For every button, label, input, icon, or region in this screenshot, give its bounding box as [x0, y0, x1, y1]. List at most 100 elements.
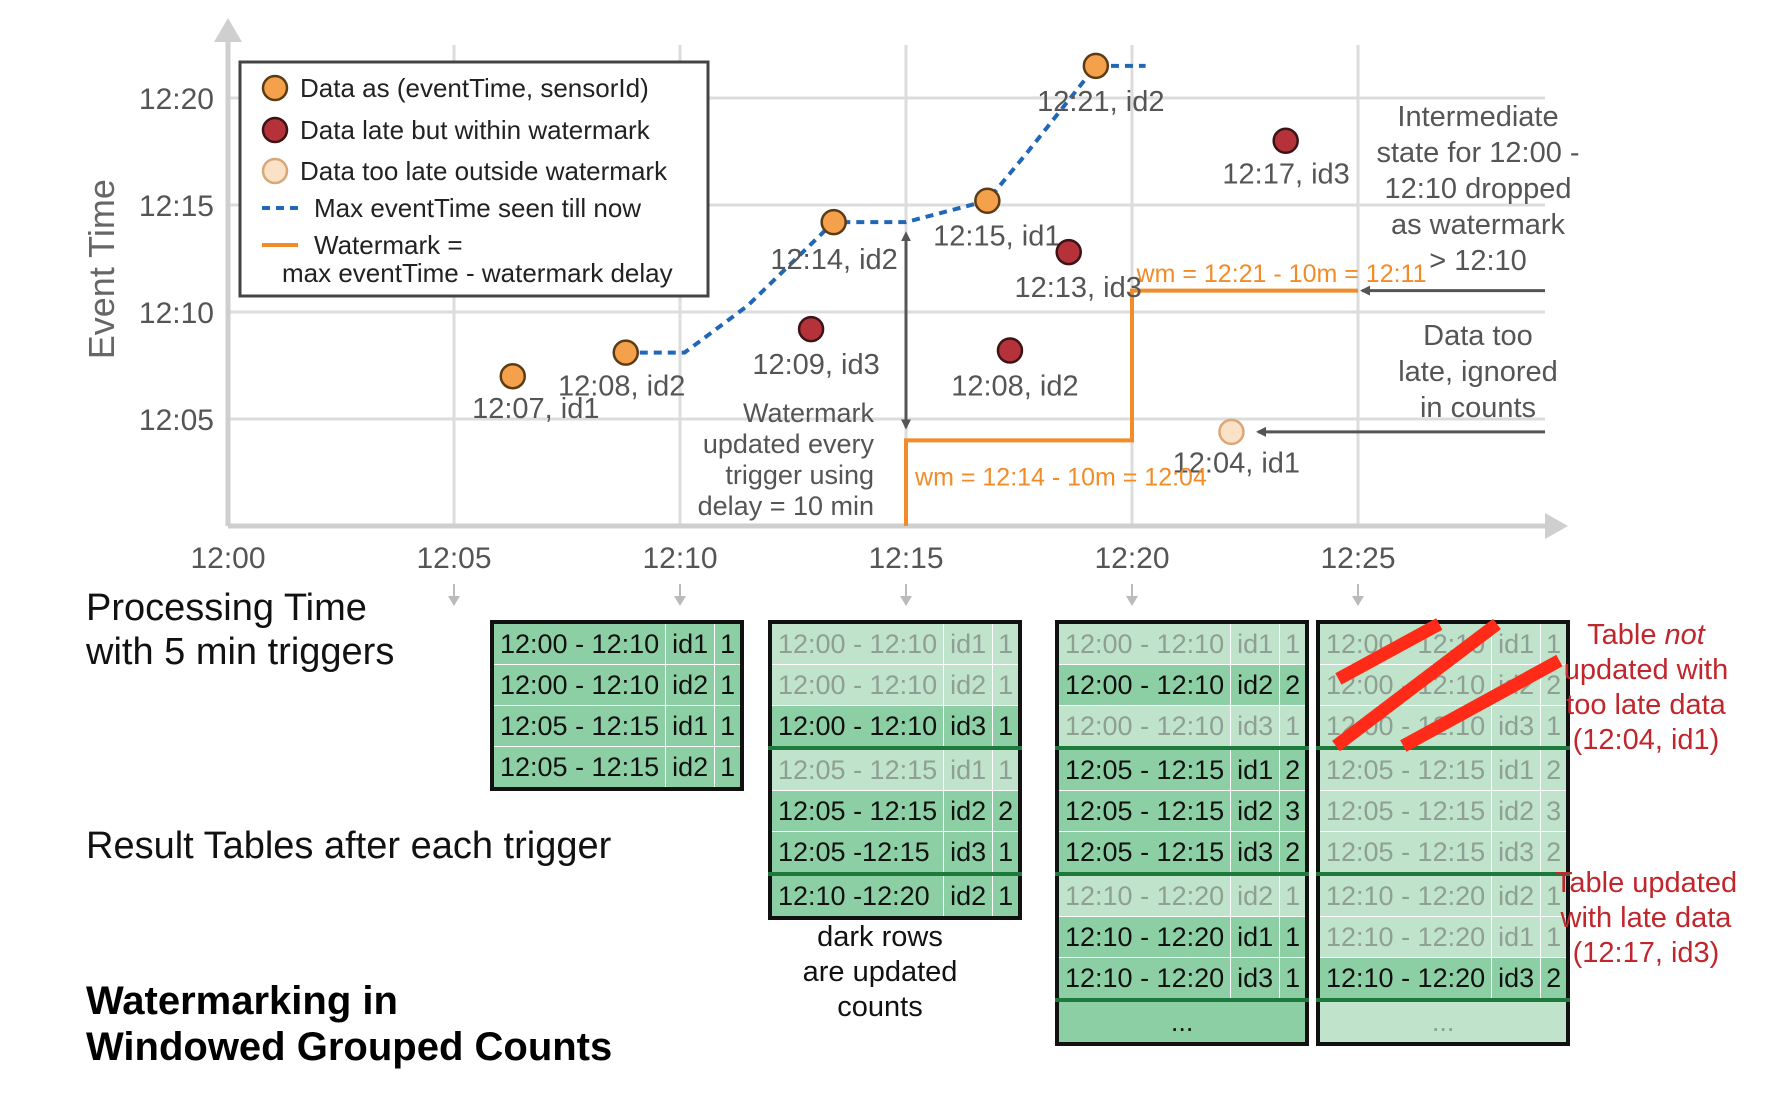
window-cell: 12:05 - 12:15 [491, 705, 667, 747]
x-tick-label: 12:25 [1320, 542, 1395, 575]
result-table-3: 12:00 - 12:10 id1 1 12:00 - 12:10 id2 2 12:00 … [1055, 620, 1310, 1046]
table-row: 12:05 - 12:15 id2 1 [491, 746, 743, 790]
note-line: updated with [1563, 654, 1729, 686]
sensor-cell: id3 [1491, 831, 1542, 875]
table-row: 12:10 - 12:20 id2 1 [1317, 872, 1569, 917]
count-cell: 1 [1279, 621, 1308, 665]
sensor-cell: id2 [943, 872, 994, 919]
window-cell: 12:10 - 12:20 [1056, 957, 1232, 1001]
chart-legend: Data as (eventTime, sensorId) Data late b… [238, 60, 710, 298]
trigger-arrow [1126, 596, 1138, 606]
window-cell: 12:05 - 12:15 [1056, 790, 1232, 832]
count-cell: 3 [1540, 790, 1569, 832]
sensor-cell: id1 [943, 746, 994, 791]
window-cell: 12:05 - 12:15 [1317, 790, 1493, 832]
data-point-label: 12:14, id2 [770, 244, 897, 276]
sensor-cell: id2 [1491, 664, 1542, 706]
processing-time-label: Processing Time with 5 min triggers [86, 586, 394, 674]
window-cell: 12:10 -12:20 [769, 872, 945, 919]
right-note-1-line: 12:10 dropped [1384, 173, 1571, 205]
window-cell: 12:05 - 12:15 [1056, 831, 1232, 875]
note-line: too late data [1566, 689, 1726, 721]
table-row: 12:10 -12:20 id2 1 [769, 872, 1021, 919]
note-line: with late data [1560, 902, 1732, 934]
sensor-cell: id2 [1230, 790, 1281, 832]
count-cell: 1 [1279, 705, 1308, 749]
window-cell: 12:00 - 12:10 [1056, 664, 1232, 706]
chart-axes [214, 18, 1568, 539]
x-tick-label: 12:05 [416, 542, 491, 575]
table-row: 12:00 - 12:10 id3 1 [769, 705, 1021, 749]
sensor-cell: id2 [665, 664, 716, 706]
result-table-4: 12:00 - 12:10 id1 1 12:00 - 12:10 id2 2 12:00 … [1316, 620, 1571, 1046]
data-point-label: 12:09, id3 [752, 349, 879, 381]
table-row: 12:10 - 12:20 id3 1 [1056, 957, 1308, 1001]
sensor-cell: id1 [1230, 621, 1281, 665]
data-point [612, 339, 640, 366]
x-tick-label: 12:15 [868, 542, 943, 575]
sensor-cell: id3 [943, 705, 994, 749]
sensor-cell: id1 [1230, 746, 1281, 791]
count-cell: 1 [714, 621, 743, 665]
window-cell: 12:05 -12:15 [769, 831, 945, 875]
count-cell: 3 [1279, 790, 1308, 832]
table-row: 12:00 - 12:10 id1 1 [1317, 621, 1569, 665]
table-row: 12:10 - 12:20 id3 2 [1317, 957, 1569, 1001]
count-cell: 1 [992, 746, 1021, 791]
table-row: 12:10 - 12:20 id2 1 [1056, 872, 1308, 917]
late-data-point [1272, 127, 1299, 155]
sensor-cell: id1 [665, 705, 716, 747]
data-point [1082, 52, 1110, 80]
table-row: 12:05 - 12:15 id3 2 [1056, 831, 1308, 875]
table-row: 12:10 - 12:20 id1 1 [1056, 916, 1308, 958]
sensor-cell: id1 [1491, 746, 1542, 791]
data-point-label: 12:21, id2 [1037, 86, 1164, 118]
note-updated-late: Table updated with late data (12:17, id3… [1546, 866, 1746, 971]
table-row: 12:00 - 12:10 id1 1 [1056, 621, 1308, 665]
window-cell: 12:10 - 12:20 [1056, 916, 1232, 958]
max-eventtime-line [625, 63, 1146, 355]
window-cell: 12:05 - 12:15 [1317, 831, 1493, 875]
sensor-cell: id2 [943, 664, 994, 706]
count-cell: 2 [1540, 957, 1569, 1001]
note-not-updated: Table not updated with too late data (12… [1546, 618, 1746, 758]
count-cell: 1 [1540, 916, 1569, 958]
watermark-note-line: updated every [703, 429, 875, 459]
data-point-label: 12:04, id1 [1173, 448, 1300, 480]
data-point-label: 12:08, id2 [558, 370, 685, 402]
window-cell: 12:00 - 12:10 [769, 621, 945, 665]
caption-line: dark rows [817, 921, 943, 953]
sensor-cell: id1 [1491, 621, 1542, 665]
sensor-cell: id3 [1230, 957, 1281, 1001]
y-axis-arrow [214, 18, 242, 42]
data-point-label: 12:15, id1 [933, 221, 1060, 253]
figure-title: Watermarking in Windowed Grouped Counts [86, 978, 612, 1070]
result-tables-label: Result Tables after each trigger [86, 825, 612, 867]
table-row: 12:00 - 12:10 id3 1 [1317, 705, 1569, 749]
caption-line: are updated [802, 956, 958, 988]
watermark-chart: Event Time 12:05 12:10 12:15 12:20 12:00 12:05… [81, 18, 1580, 606]
x-tick-label: 12:10 [642, 542, 717, 575]
y-tick-label: 12:05 [139, 404, 214, 437]
trigger-arrow [448, 596, 460, 606]
data-point-label: 12:08, id2 [951, 370, 1078, 402]
count-cell: 1 [714, 705, 743, 747]
table2-caption: dark rows are updated counts [800, 920, 960, 1025]
note-not-updated-line1: Table not [1587, 619, 1705, 651]
sensor-cell: id2 [1491, 872, 1542, 917]
window-cell: 12:05 - 12:15 [769, 790, 945, 832]
right-note-1-line: as watermark [1391, 209, 1566, 241]
chart-lines [625, 63, 1358, 526]
count-cell: 1 [992, 705, 1021, 749]
sensor-cell: id3 [1230, 831, 1281, 875]
y-tick-label: 12:15 [139, 190, 214, 223]
late-data-point [797, 315, 825, 343]
sensor-cell: id2 [943, 790, 994, 832]
table-row: 12:00 - 12:10 id2 1 [491, 664, 743, 706]
legend-label: Max eventTime seen till now [314, 193, 641, 223]
count-cell: 1 [1279, 872, 1308, 917]
table-row: ... [1056, 998, 1308, 1045]
window-cell: 12:00 - 12:10 [491, 664, 667, 706]
data-point-label: 12:07, id1 [472, 393, 599, 425]
